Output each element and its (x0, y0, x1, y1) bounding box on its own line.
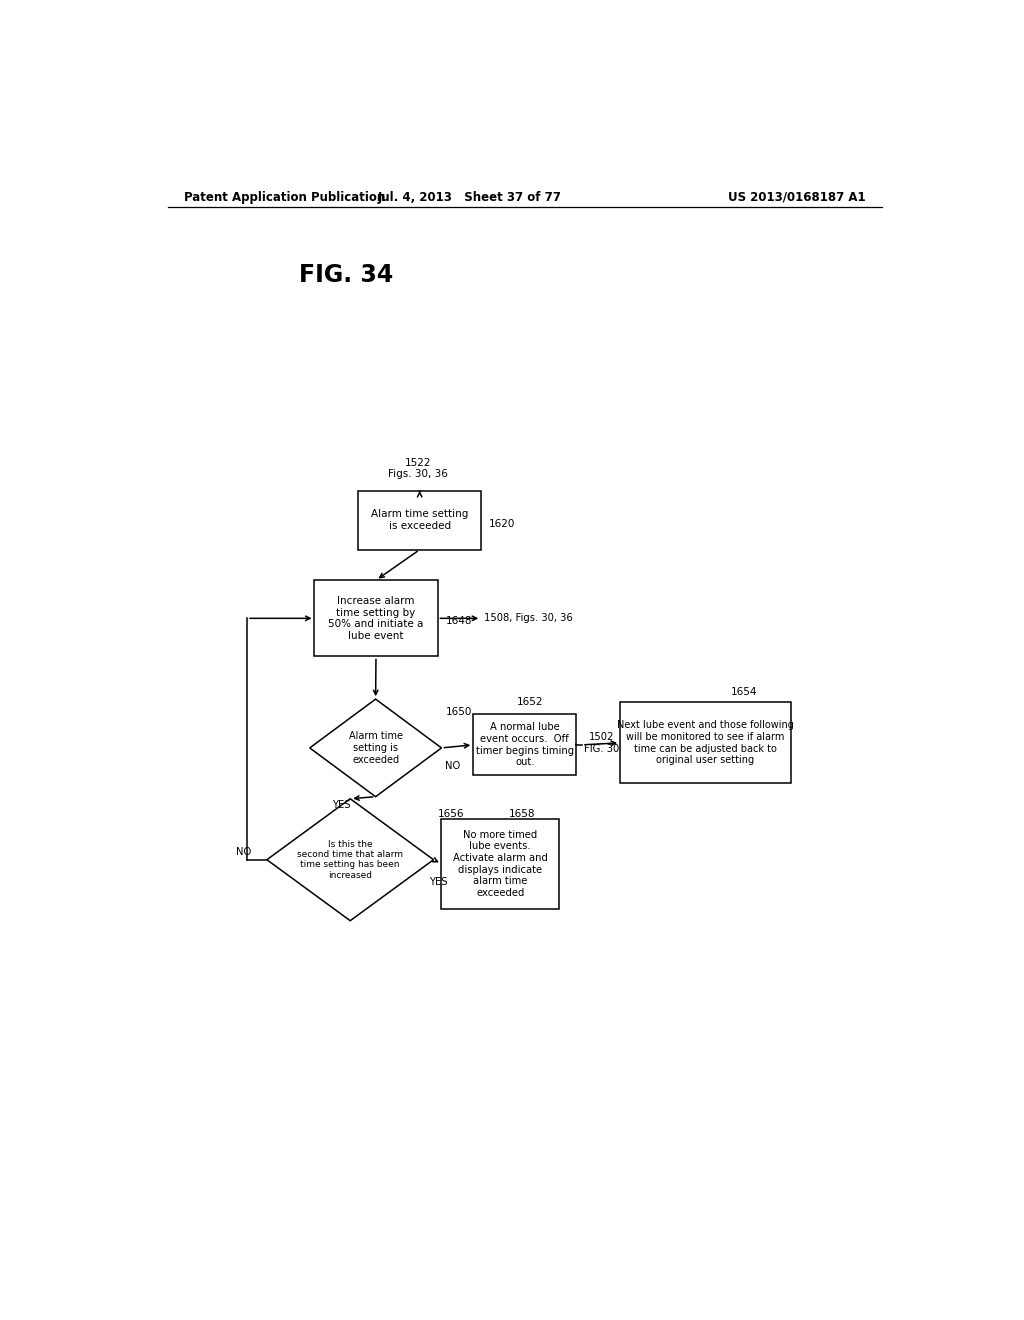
Text: Alarm time
setting is
exceeded: Alarm time setting is exceeded (348, 731, 402, 764)
Text: Next lube event and those following
will be monitored to see if alarm
time can b: Next lube event and those following will… (616, 721, 794, 766)
Text: Increase alarm
time setting by
50% and initiate a
lube event: Increase alarm time setting by 50% and i… (329, 595, 424, 640)
Text: FIG. 34: FIG. 34 (299, 263, 393, 288)
Text: Is this the
second time that alarm
time setting has been
increased: Is this the second time that alarm time … (297, 840, 403, 880)
Text: Jul. 4, 2013   Sheet 37 of 77: Jul. 4, 2013 Sheet 37 of 77 (377, 190, 561, 203)
Text: 1654: 1654 (731, 686, 758, 697)
FancyBboxPatch shape (441, 818, 559, 908)
Text: YES: YES (332, 800, 350, 810)
Text: 1652: 1652 (517, 697, 544, 708)
Text: A normal lube
event occurs.  Off
timer begins timing
out.: A normal lube event occurs. Off timer be… (476, 722, 573, 767)
Text: Alarm time setting
is exceeded: Alarm time setting is exceeded (371, 510, 468, 531)
Text: NO: NO (236, 846, 251, 857)
FancyBboxPatch shape (314, 581, 437, 656)
Text: YES: YES (430, 876, 449, 887)
Text: 1620: 1620 (489, 519, 515, 529)
Text: 1502
FIG. 30: 1502 FIG. 30 (584, 733, 618, 754)
Text: US 2013/0168187 A1: US 2013/0168187 A1 (728, 190, 866, 203)
Text: No more timed
lube events.
Activate alarm and
displays indicate
alarm time
excee: No more timed lube events. Activate alar… (453, 830, 548, 898)
Text: 1656: 1656 (437, 809, 464, 818)
Text: 1658: 1658 (509, 809, 536, 818)
Text: 1648: 1648 (445, 616, 472, 626)
Text: 1508, Figs. 30, 36: 1508, Figs. 30, 36 (483, 614, 572, 623)
Text: Patent Application Publication: Patent Application Publication (183, 190, 385, 203)
FancyBboxPatch shape (620, 702, 791, 784)
Polygon shape (309, 700, 441, 797)
FancyBboxPatch shape (473, 714, 577, 775)
FancyBboxPatch shape (358, 491, 481, 549)
Polygon shape (267, 799, 433, 921)
Text: NO: NO (444, 762, 460, 771)
Text: 1650: 1650 (445, 708, 472, 717)
Text: 1522
Figs. 30, 36: 1522 Figs. 30, 36 (388, 458, 447, 479)
